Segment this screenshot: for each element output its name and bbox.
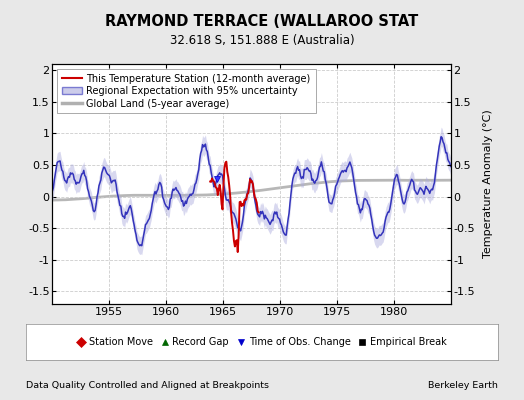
Text: Berkeley Earth: Berkeley Earth <box>428 381 498 390</box>
Legend: This Temperature Station (12-month average), Regional Expectation with 95% uncer: This Temperature Station (12-month avera… <box>57 69 315 114</box>
Legend: Station Move, Record Gap, Time of Obs. Change, Empirical Break: Station Move, Record Gap, Time of Obs. C… <box>74 334 450 350</box>
Text: RAYMOND TERRACE (WALLAROO STAT: RAYMOND TERRACE (WALLAROO STAT <box>105 14 419 29</box>
Text: 32.618 S, 151.888 E (Australia): 32.618 S, 151.888 E (Australia) <box>170 34 354 47</box>
Y-axis label: Temperature Anomaly (°C): Temperature Anomaly (°C) <box>483 110 494 258</box>
Text: Data Quality Controlled and Aligned at Breakpoints: Data Quality Controlled and Aligned at B… <box>26 381 269 390</box>
